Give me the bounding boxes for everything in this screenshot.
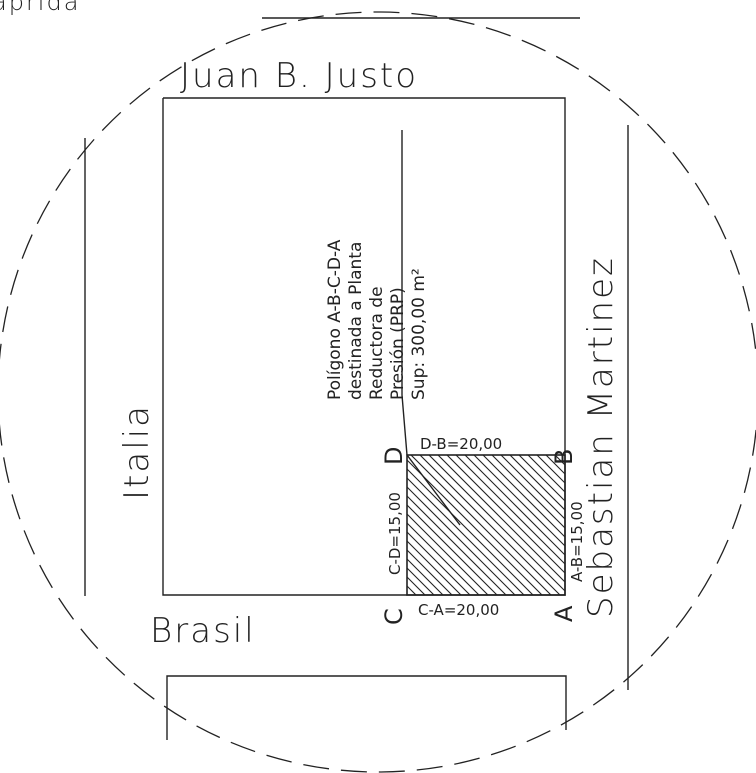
hatch-line — [464, 455, 565, 556]
hatch-line — [437, 455, 565, 583]
dimension-label-cd: C-D=15,00 — [386, 492, 404, 575]
hatch-line — [473, 455, 565, 547]
hatch-line — [407, 558, 444, 595]
hatch-line — [407, 531, 471, 595]
hatch-line — [407, 567, 435, 595]
cropped-header-text: aprida — [0, 0, 80, 16]
hatch-line — [407, 468, 534, 595]
hatch-line — [407, 504, 498, 595]
vertex-label-d: D — [380, 447, 408, 465]
parcel-hatch — [407, 455, 565, 595]
hatch-line — [407, 522, 480, 595]
parcel-note: Polígono A-B-C-D-A destinada a Planta Re… — [325, 239, 429, 400]
hatch-line — [410, 455, 552, 595]
hatch-line — [407, 576, 426, 595]
parcel-polygon — [406, 454, 566, 596]
hatch-line — [407, 477, 525, 595]
street-label-west: Italia — [117, 404, 157, 500]
note-line-2: destinada a Planta — [346, 242, 366, 400]
hatch-line — [419, 455, 561, 595]
note-line-4: Presión (PRP) — [388, 287, 408, 400]
hatch-line — [518, 455, 565, 502]
hatch-line — [455, 455, 565, 565]
hatch-line — [482, 455, 565, 538]
vertex-label-a: A — [550, 605, 578, 622]
dashed-circle-boundary — [0, 11, 756, 773]
parcel-reference-line — [401, 130, 461, 526]
hatch-line — [407, 513, 489, 595]
hatch-line — [536, 455, 565, 484]
dimension-label-ab: A-B=15,00 — [568, 501, 586, 582]
dimension-label-ca: C-A=20,00 — [418, 601, 499, 619]
street-lines — [84, 17, 629, 740]
hatch-line — [407, 549, 453, 595]
vertex-label-c: C — [380, 608, 408, 625]
vertex-label-b: B — [550, 449, 578, 465]
note-line-5: Sup: 300,00 m² — [409, 268, 429, 400]
hatch-line — [527, 455, 565, 493]
street-label-east: Sebastian Martinez — [581, 256, 621, 618]
south-block-outline — [166, 675, 567, 740]
hatch-line — [407, 486, 516, 595]
hatch-line — [500, 455, 565, 520]
note-line-1: Polígono A-B-C-D-A — [325, 239, 345, 400]
hatch-line — [407, 459, 543, 595]
hatch-line — [407, 495, 507, 595]
hatch-line — [509, 455, 565, 511]
street-label-north: Juan B. Justo — [180, 56, 418, 96]
street-label-south: Brasil — [150, 611, 256, 651]
dimension-label-db: D-B=20,00 — [420, 435, 502, 453]
hatch-line — [491, 455, 565, 529]
hatch-line — [428, 455, 565, 592]
note-line-3: Reductora de — [367, 286, 387, 400]
hatch-line — [407, 540, 462, 595]
hatch-line — [446, 455, 565, 574]
